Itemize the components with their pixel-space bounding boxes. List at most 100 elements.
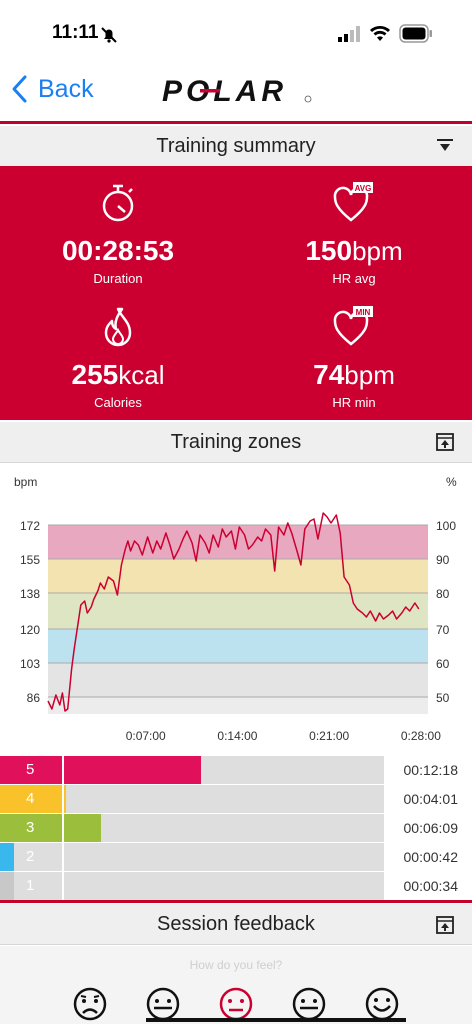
zone-bar-fill — [0, 843, 14, 871]
zone-row-4: 4 00:04:01 — [0, 785, 472, 815]
y-tick-left: 172 — [20, 519, 40, 533]
y-tick-right: 50 — [436, 691, 450, 705]
status-time: 11:11 — [52, 22, 99, 43]
happy-face-icon[interactable] — [291, 986, 327, 1022]
y-tick-left: 155 — [20, 553, 40, 567]
feedback-panel: How do you feel? — [0, 946, 472, 1024]
zone-bar-fill — [0, 814, 101, 842]
x-tick: 0:07:00 — [126, 729, 166, 743]
avg-badge: AVG — [355, 184, 372, 193]
calories-value: 255 — [71, 359, 119, 390]
hr-chart: 172 100 155 90 138 80 120 70 103 60 86 50 bpm% 0:07:0… — [0, 464, 472, 754]
zone-time: 00:12:18 — [403, 762, 459, 778]
y-tick-right: 60 — [436, 657, 450, 671]
heart-avg-icon: AVG — [333, 182, 373, 222]
y-tick-right: 90 — [436, 553, 450, 567]
zone-band-2 — [48, 629, 428, 663]
home-indicator — [146, 1018, 406, 1022]
zone-time-box — [386, 785, 472, 813]
y-tick-left: 120 — [20, 623, 40, 637]
duration-label: Duration — [93, 271, 143, 286]
training-zones-header: Training zones — [0, 422, 472, 463]
zone-row-3: 3 00:06:09 — [0, 814, 472, 844]
x-tick: 0:28:00 — [401, 729, 441, 743]
signal-icon — [338, 26, 362, 47]
zone-bar-fill — [0, 785, 66, 813]
back-label: Back — [38, 74, 94, 103]
zone-band-1 — [48, 663, 428, 697]
very-happy-face-icon[interactable] — [364, 986, 400, 1022]
hr-min-value: 74 — [313, 359, 345, 390]
zone-row-2: 2 00:00:42 — [0, 843, 472, 873]
zone-bars: 5 00:12:18 4 00:04:01 3 00:06:09 2 00:00:42 1 00:… — [0, 756, 472, 902]
zone-bar-fill — [0, 756, 201, 784]
heart-rate-line — [47, 512, 420, 712]
battery-icon — [399, 24, 433, 48]
zone-time: 00:04:01 — [403, 791, 459, 807]
calories-stat: 255kcal Calories — [0, 306, 236, 410]
zone-band-4 — [48, 559, 428, 593]
feedback-divider — [0, 900, 472, 903]
hr-min-label: HR min — [332, 395, 376, 410]
zone-number: 2 — [26, 848, 35, 865]
x-tick: 0:14:00 — [217, 729, 257, 743]
very-sad-face-icon[interactable] — [72, 986, 108, 1022]
duration-value: 00:28:53 — [61, 235, 175, 266]
zone-band-3 — [48, 593, 428, 629]
zone-time: 00:06:09 — [403, 820, 459, 836]
chevron-left-icon — [12, 75, 27, 103]
feedback-expand-icon[interactable] — [435, 915, 455, 940]
duration-stat: 00:28:53 Duration — [0, 182, 236, 286]
wifi-icon — [369, 25, 391, 47]
zone-number: 3 — [26, 819, 35, 836]
neutral-face-icon-selected[interactable] — [218, 986, 254, 1022]
hr-avg-stat: AVG 150bpm HR avg — [236, 182, 472, 286]
zone-time: 00:00:34 — [403, 878, 459, 894]
feedback-prompt: How do you feel? — [189, 958, 283, 972]
zone-number: 5 — [26, 761, 35, 778]
hr-avg-value: 150 — [305, 235, 353, 266]
zone-number: 1 — [26, 877, 35, 894]
zone-row-1: 1 00:00:34 — [0, 872, 472, 902]
y-axis-label-right: % — [446, 475, 457, 489]
expand-icon[interactable] — [435, 432, 455, 457]
training-summary-title: Training summary — [156, 134, 316, 157]
header-divider — [0, 121, 472, 124]
zone-time-box — [386, 843, 472, 871]
zone-number: 4 — [26, 790, 35, 807]
x-tick: 0:21:00 — [309, 729, 349, 743]
polar-logo-text: POLAR — [162, 76, 287, 106]
session-feedback-title: Session feedback — [157, 912, 315, 935]
silent-icon — [100, 26, 118, 49]
y-tick-left: 86 — [27, 691, 41, 705]
back-button[interactable]: Back — [10, 74, 94, 104]
y-tick-right: 100 — [436, 519, 456, 533]
hr-chart-svg: 172 100 155 90 138 80 120 70 103 60 86 50 bpm % 0:07:0… — [14, 475, 457, 743]
polar-logo: POLAR — [160, 75, 312, 111]
zone-band-below — [48, 697, 428, 714]
y-tick-left: 138 — [20, 587, 40, 601]
zone-time-box — [386, 872, 472, 900]
zone-bar-fill — [0, 872, 14, 900]
filter-icon[interactable] — [435, 137, 455, 160]
stopwatch-icon — [102, 184, 134, 222]
y-axis-label-left: bpm — [14, 475, 37, 489]
y-tick-right: 70 — [436, 623, 450, 637]
hr-avg-label: HR avg — [332, 271, 376, 286]
heart-min-icon: MIN — [333, 306, 373, 346]
min-badge: MIN — [356, 308, 371, 317]
zone-bars-marker — [62, 756, 64, 900]
session-feedback-header: Session feedback — [0, 904, 472, 945]
zone-bars-divider — [384, 756, 386, 900]
summary-panel: 00:28:53 Duration AVG 150bpm HR avg 255k… — [0, 166, 472, 420]
hr-avg-unit: bpm — [352, 236, 403, 266]
sad-face-icon[interactable] — [145, 986, 181, 1022]
zone-time-box — [386, 814, 472, 842]
zone-time: 00:00:42 — [403, 849, 459, 865]
flame-icon — [104, 307, 132, 347]
training-zones-title: Training zones — [170, 430, 302, 453]
training-summary-header: Training summary — [0, 126, 472, 167]
y-tick-right: 80 — [436, 587, 450, 601]
calories-unit: kcal — [118, 360, 165, 390]
zone-row-5: 5 00:12:18 — [0, 756, 472, 786]
